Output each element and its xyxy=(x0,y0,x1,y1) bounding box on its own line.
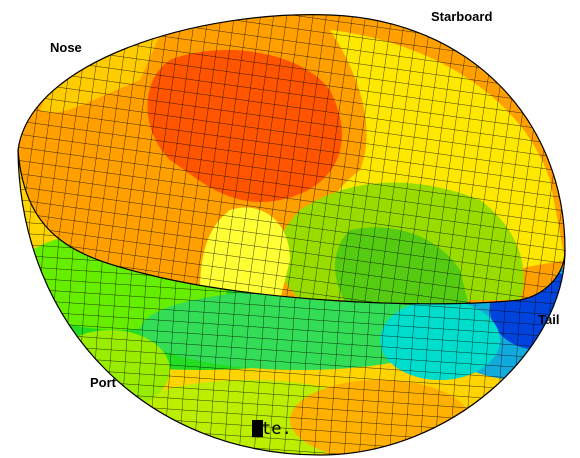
page: Nose Starboard Tail Port te. (() => { co… xyxy=(0,0,580,458)
hemisphere-plot: Nose Starboard Tail Port te. xyxy=(0,0,580,458)
port-label: Port xyxy=(90,375,117,390)
tail-label: Tail xyxy=(538,312,559,327)
starboard-label: Starboard xyxy=(431,9,492,24)
nose-label: Nose xyxy=(50,40,82,55)
footer-text: te. xyxy=(261,419,292,439)
